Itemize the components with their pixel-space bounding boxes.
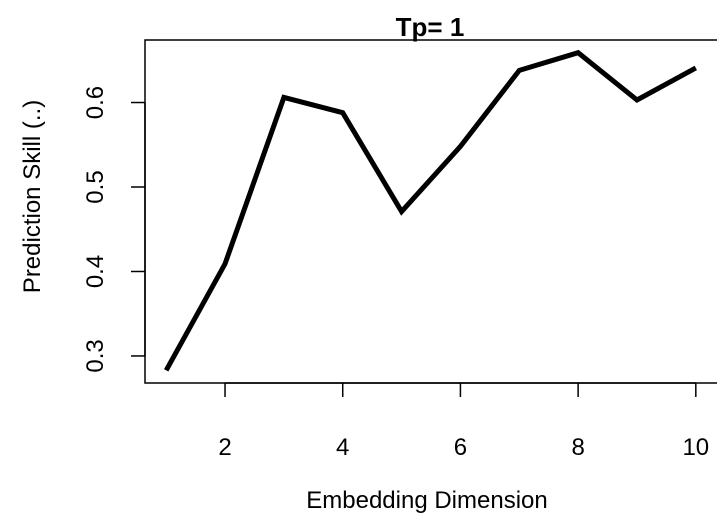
y-tick-label: 0.5: [82, 170, 109, 203]
x-tick-label: 2: [218, 434, 231, 461]
chart-title: Tp= 1: [396, 12, 465, 42]
y-axis-label: Prediction Skill (..): [19, 100, 46, 293]
x-axis-label: Embedding Dimension: [306, 487, 547, 514]
x-tick-label: 8: [571, 434, 584, 461]
x-axis: 2 4 6 8 10: [218, 382, 709, 461]
x-tick-label: 10: [682, 434, 709, 461]
x-tick-label: 6: [454, 434, 467, 461]
y-tick-label: 0.6: [82, 86, 109, 119]
series-line: [164, 49, 697, 372]
plot-area: [144, 39, 717, 384]
y-tick-label: 0.3: [82, 339, 109, 372]
y-axis: 0.3 0.4 0.5 0.6: [82, 86, 146, 373]
x-tick-label: 4: [336, 434, 349, 461]
y-tick-label: 0.4: [82, 255, 109, 288]
